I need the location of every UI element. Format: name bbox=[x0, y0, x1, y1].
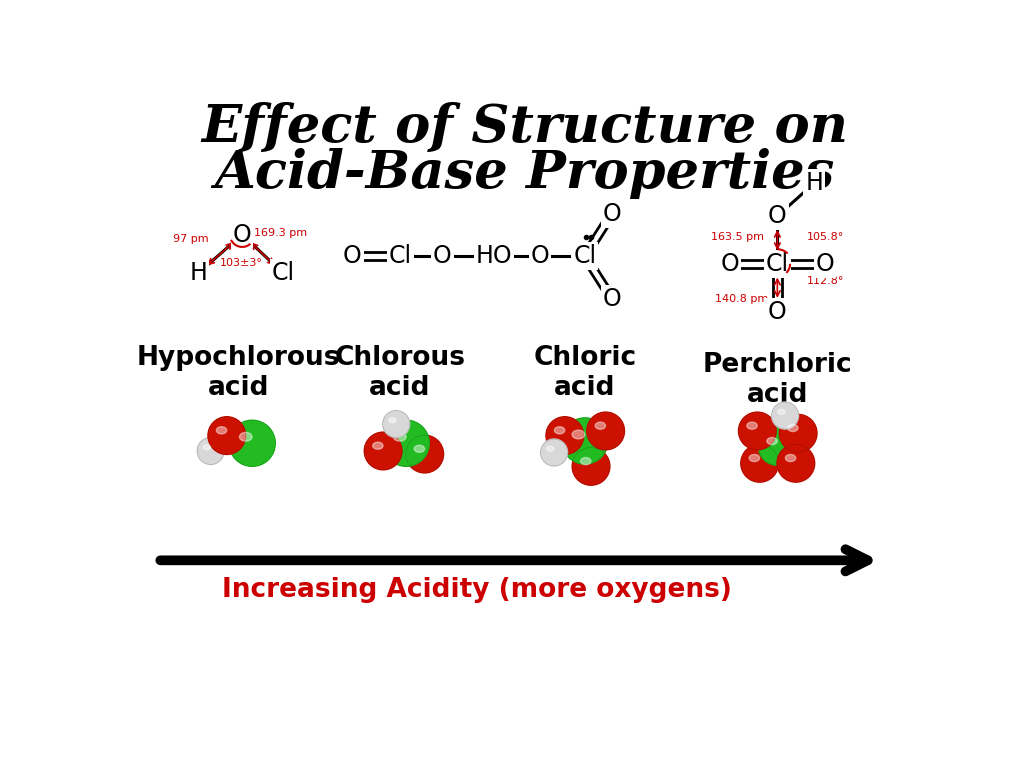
Circle shape bbox=[738, 412, 776, 450]
Ellipse shape bbox=[785, 455, 796, 462]
Circle shape bbox=[198, 438, 224, 465]
Ellipse shape bbox=[547, 446, 554, 452]
Circle shape bbox=[740, 445, 778, 482]
Text: Increasing Acidity (more oxygens): Increasing Acidity (more oxygens) bbox=[222, 577, 732, 603]
Circle shape bbox=[777, 445, 815, 482]
Text: Perchloric
acid: Perchloric acid bbox=[702, 353, 852, 409]
Text: O: O bbox=[816, 252, 835, 276]
Circle shape bbox=[772, 402, 799, 429]
Ellipse shape bbox=[595, 422, 605, 429]
Text: Cl: Cl bbox=[271, 261, 295, 285]
Ellipse shape bbox=[203, 445, 211, 450]
Text: O: O bbox=[768, 300, 786, 323]
Ellipse shape bbox=[554, 427, 565, 434]
Text: 140.8 pm: 140.8 pm bbox=[716, 294, 769, 304]
Text: 97 pm: 97 pm bbox=[173, 234, 209, 244]
Text: O: O bbox=[530, 244, 550, 268]
Text: 163.5 pm: 163.5 pm bbox=[711, 232, 764, 242]
Circle shape bbox=[229, 420, 275, 466]
Text: O: O bbox=[232, 223, 252, 247]
Circle shape bbox=[587, 412, 625, 450]
Ellipse shape bbox=[240, 432, 252, 441]
Circle shape bbox=[383, 420, 429, 466]
Circle shape bbox=[383, 411, 410, 438]
Ellipse shape bbox=[750, 455, 760, 462]
Ellipse shape bbox=[415, 445, 425, 452]
Circle shape bbox=[779, 415, 817, 452]
Text: Effect of Structure on: Effect of Structure on bbox=[202, 102, 848, 153]
Circle shape bbox=[759, 428, 797, 465]
Ellipse shape bbox=[746, 422, 757, 429]
Text: O: O bbox=[768, 204, 786, 228]
Text: O: O bbox=[433, 244, 452, 268]
Circle shape bbox=[365, 432, 402, 470]
Ellipse shape bbox=[373, 442, 383, 449]
Text: H: H bbox=[477, 244, 496, 268]
Ellipse shape bbox=[572, 430, 585, 439]
Ellipse shape bbox=[216, 427, 226, 434]
Ellipse shape bbox=[787, 425, 798, 432]
Circle shape bbox=[546, 417, 584, 455]
Text: O: O bbox=[343, 244, 361, 268]
Ellipse shape bbox=[581, 458, 591, 465]
Text: Cl: Cl bbox=[388, 244, 412, 268]
Circle shape bbox=[208, 417, 246, 455]
Circle shape bbox=[572, 448, 610, 485]
Text: 169.3 pm: 169.3 pm bbox=[254, 228, 307, 238]
Text: H: H bbox=[806, 171, 823, 195]
Text: 103±3°: 103±3° bbox=[220, 258, 263, 268]
Text: HO: HO bbox=[476, 244, 512, 268]
Circle shape bbox=[541, 439, 567, 466]
Text: Chlorous
acid: Chlorous acid bbox=[335, 345, 466, 401]
Text: H: H bbox=[189, 261, 207, 285]
Text: Chloric
acid: Chloric acid bbox=[534, 345, 637, 401]
Circle shape bbox=[406, 435, 443, 473]
Ellipse shape bbox=[389, 418, 396, 423]
Text: 105.8°: 105.8° bbox=[807, 232, 844, 242]
Text: O: O bbox=[602, 202, 622, 226]
Text: O: O bbox=[602, 286, 622, 310]
Text: 112.8°: 112.8° bbox=[807, 276, 844, 286]
Circle shape bbox=[562, 418, 608, 464]
Text: Acid-Base Properties: Acid-Base Properties bbox=[215, 148, 835, 199]
Text: Hypochlorous
acid: Hypochlorous acid bbox=[136, 345, 340, 401]
Text: O: O bbox=[720, 252, 739, 276]
Ellipse shape bbox=[767, 438, 777, 445]
Text: Cl: Cl bbox=[573, 244, 596, 268]
Ellipse shape bbox=[777, 409, 785, 415]
Text: Cl: Cl bbox=[766, 252, 788, 276]
Ellipse shape bbox=[393, 432, 407, 441]
